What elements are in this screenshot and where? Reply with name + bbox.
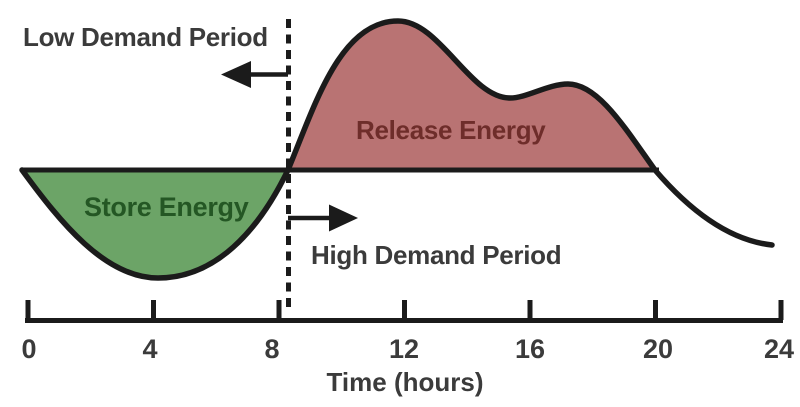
- store-energy-label: Store Energy: [84, 192, 249, 222]
- x-axis-title: Time (hours): [326, 367, 484, 397]
- x-tick-label: 24: [763, 334, 795, 364]
- high-demand-period-label: High Demand Period: [311, 240, 562, 270]
- low-demand-arrow: [221, 61, 288, 88]
- low-demand-period-label: Low Demand Period: [23, 22, 268, 52]
- release-energy-label: Release Energy: [356, 115, 546, 145]
- demand-curve: [19, 18, 775, 281]
- x-tick-label: 16: [514, 334, 546, 364]
- x-tick-label: 4: [142, 334, 158, 364]
- x-tick-label: 12: [388, 334, 420, 364]
- store-energy-area: [22, 170, 288, 278]
- release-energy-area: [288, 21, 655, 170]
- left-arrowhead-icon: [221, 61, 251, 88]
- x-tick-label: 8: [264, 334, 280, 364]
- x-tick-label: 20: [642, 334, 674, 364]
- right-arrowhead-icon: [329, 204, 358, 232]
- x-tick-label: 0: [21, 334, 37, 364]
- high-demand-arrow: [288, 204, 358, 232]
- x-axis-ticks: [25, 300, 784, 320]
